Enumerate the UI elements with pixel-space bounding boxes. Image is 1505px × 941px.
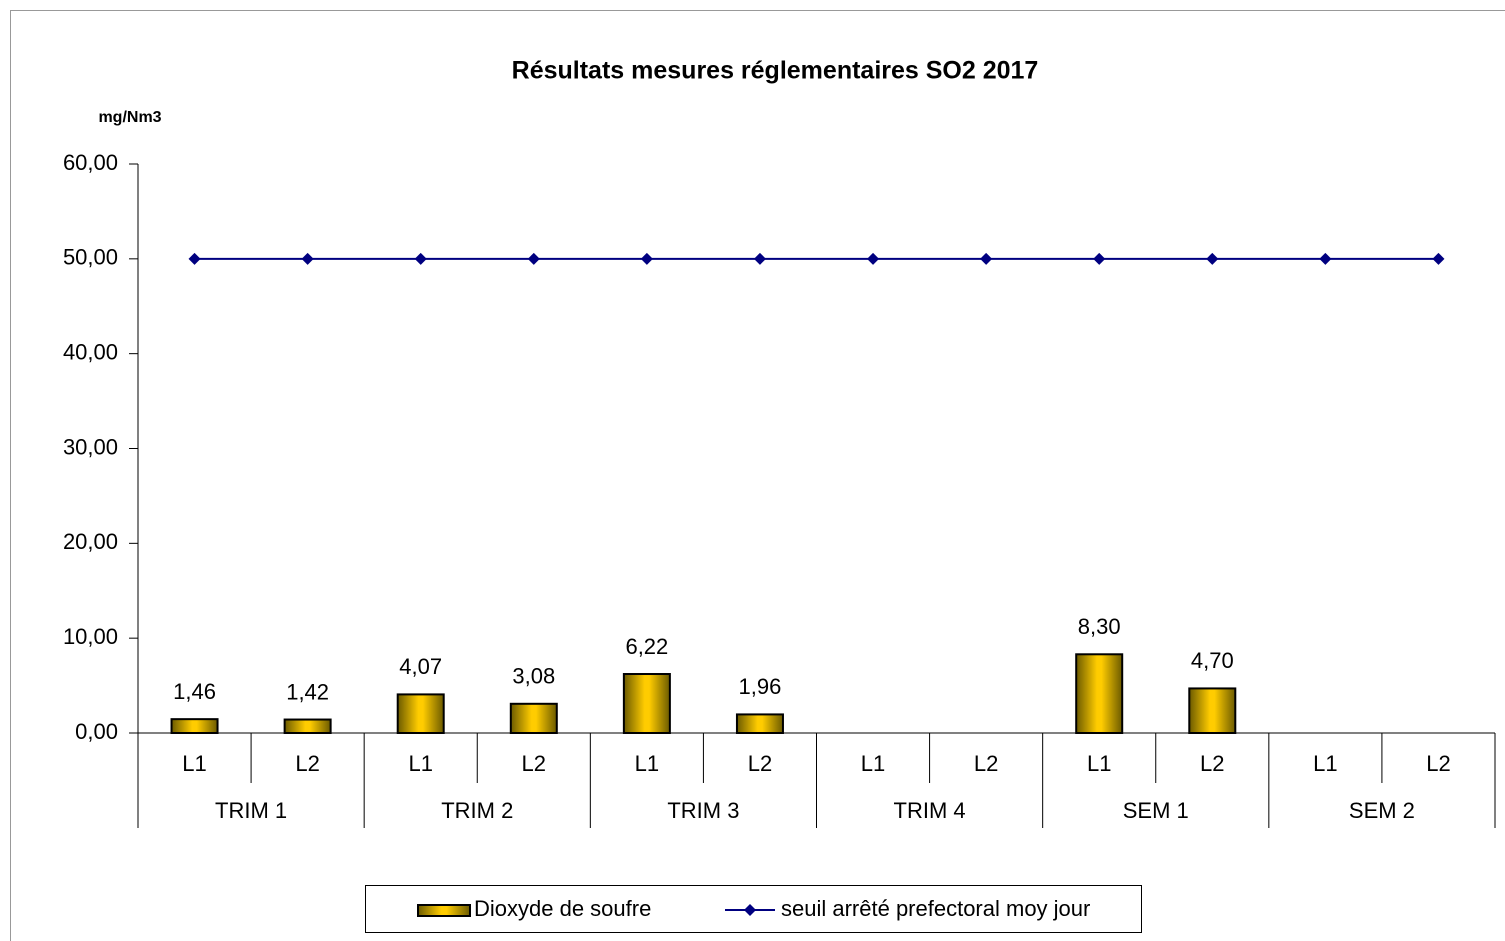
bar — [283, 718, 332, 735]
y-tick-label: 40,00 — [63, 339, 118, 364]
y-tick-label: 20,00 — [63, 529, 118, 554]
marker — [188, 252, 201, 265]
marker — [1206, 252, 1219, 265]
y-axis-label: mg/Nm3 — [98, 109, 161, 126]
marker — [1319, 252, 1332, 265]
marker — [301, 252, 314, 265]
y-tick-label: 60,00 — [63, 150, 118, 175]
chart-title: Résultats mesures réglementaires SO2 201… — [512, 57, 1039, 85]
marker — [640, 252, 653, 265]
data-label: 8,30 — [1078, 614, 1121, 639]
data-label: 6,22 — [625, 634, 668, 659]
data-label: 1,96 — [739, 674, 782, 699]
bar — [1188, 687, 1237, 735]
marker — [1093, 252, 1106, 265]
x-tick-label: L2 — [295, 751, 319, 776]
x-tick-label: L2 — [1426, 751, 1450, 776]
x-tick-label: L1 — [635, 751, 659, 776]
bar — [622, 673, 671, 735]
data-label: 1,42 — [286, 679, 329, 704]
group-label: SEM 1 — [1123, 798, 1189, 823]
marker — [980, 252, 993, 265]
x-tick-label: L2 — [748, 751, 772, 776]
bar — [396, 693, 445, 734]
x-tick-label: L2 — [974, 751, 998, 776]
data-label: 1,46 — [173, 679, 216, 704]
x-tick-label: L1 — [408, 751, 432, 776]
x-tick-label: L2 — [1200, 751, 1224, 776]
marker — [414, 252, 427, 265]
data-label: 4,07 — [399, 654, 442, 679]
group-label: TRIM 1 — [215, 798, 287, 823]
data-label: 4,70 — [1191, 648, 1234, 673]
y-tick-label: 10,00 — [63, 624, 118, 649]
bar — [1075, 653, 1124, 734]
legend-swatch — [417, 904, 471, 917]
group-label: SEM 2 — [1349, 798, 1415, 823]
x-tick-label: L1 — [861, 751, 885, 776]
legend-label: seuil arrêté prefectoral moy jour — [781, 896, 1090, 921]
y-tick-label: 30,00 — [63, 434, 118, 459]
group-label: TRIM 3 — [667, 798, 739, 823]
y-tick-label: 50,00 — [63, 245, 118, 270]
marker — [753, 252, 766, 265]
marker — [527, 252, 540, 265]
legend-label: Dioxyde de soufre — [474, 896, 651, 921]
x-tick-label: L1 — [182, 751, 206, 776]
group-label: TRIM 2 — [441, 798, 513, 823]
data-label: 3,08 — [512, 664, 555, 689]
bar — [509, 702, 558, 734]
x-tick-label: L2 — [522, 751, 546, 776]
bar — [735, 713, 784, 734]
marker — [867, 252, 880, 265]
chart-frame — [10, 10, 1505, 941]
legend-marker — [744, 904, 756, 916]
x-tick-label: L1 — [1313, 751, 1337, 776]
bar — [170, 718, 219, 735]
group-label: TRIM 4 — [894, 798, 966, 823]
y-tick-label: 0,00 — [75, 719, 118, 744]
x-tick-label: L1 — [1087, 751, 1111, 776]
marker — [1432, 252, 1445, 265]
